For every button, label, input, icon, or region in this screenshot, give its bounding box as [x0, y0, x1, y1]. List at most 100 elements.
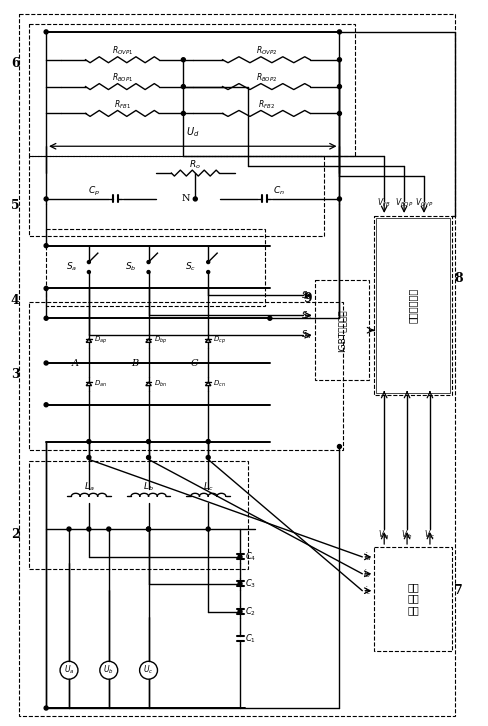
Text: $i_a$: $i_a$	[364, 550, 371, 563]
Polygon shape	[86, 382, 92, 386]
Text: $L_b$: $L_b$	[143, 480, 154, 492]
Text: $R_{BOP2}$: $R_{BOP2}$	[256, 71, 277, 84]
Circle shape	[206, 527, 210, 531]
Text: 电流
检测
单元: 电流 检测 单元	[407, 582, 419, 615]
Circle shape	[44, 706, 48, 710]
Text: $C_4$: $C_4$	[245, 550, 256, 563]
Circle shape	[182, 58, 185, 62]
Text: $D_{cn}$: $D_{cn}$	[213, 379, 226, 389]
Bar	[20, 14, 455, 716]
Text: $i_c$: $i_c$	[364, 584, 371, 597]
Circle shape	[44, 244, 48, 248]
Bar	[374, 547, 452, 651]
Circle shape	[238, 610, 242, 613]
Polygon shape	[146, 339, 151, 343]
Text: $V_{ib}$: $V_{ib}$	[401, 529, 413, 541]
Text: 2: 2	[11, 528, 20, 541]
Text: $i_b$: $i_b$	[364, 568, 371, 580]
Circle shape	[338, 58, 342, 62]
Text: $C_1$: $C_1$	[245, 632, 256, 645]
Circle shape	[206, 439, 210, 444]
Text: $V_{BOP}$: $V_{BOP}$	[395, 196, 413, 209]
Text: 8: 8	[454, 272, 463, 285]
Text: $D_{bn}$: $D_{bn}$	[154, 379, 167, 389]
Circle shape	[238, 555, 242, 559]
Circle shape	[107, 527, 111, 531]
Text: $S_a$: $S_a$	[301, 329, 312, 341]
Bar	[29, 24, 355, 156]
Text: 7: 7	[454, 584, 463, 597]
Circle shape	[146, 455, 150, 460]
Polygon shape	[205, 382, 211, 386]
Text: 单周期控制器: 单周期控制器	[408, 287, 418, 323]
Circle shape	[146, 527, 150, 531]
Text: $R_{FB1}$: $R_{FB1}$	[114, 98, 131, 111]
Text: $C_n$: $C_n$	[273, 184, 285, 197]
Text: $V_{ic}$: $V_{ic}$	[424, 529, 436, 541]
Circle shape	[87, 261, 90, 264]
Circle shape	[338, 30, 342, 34]
Circle shape	[238, 582, 242, 586]
Text: $D_{bp}$: $D_{bp}$	[154, 335, 167, 346]
Text: $U_b$: $U_b$	[103, 664, 114, 677]
Text: 4: 4	[11, 294, 20, 307]
Circle shape	[87, 271, 90, 274]
Circle shape	[338, 85, 342, 89]
Circle shape	[338, 197, 342, 201]
Circle shape	[338, 111, 342, 115]
Circle shape	[146, 527, 150, 531]
Circle shape	[44, 361, 48, 365]
Circle shape	[44, 197, 48, 201]
Text: $L_a$: $L_a$	[83, 480, 94, 492]
Circle shape	[87, 439, 91, 444]
Circle shape	[44, 30, 48, 34]
Circle shape	[268, 317, 272, 320]
Text: $C_p$: $C_p$	[88, 184, 100, 197]
Text: $R_{BOP1}$: $R_{BOP1}$	[112, 71, 133, 84]
Circle shape	[147, 271, 150, 274]
Text: $R_{OVP2}$: $R_{OVP2}$	[256, 44, 277, 57]
Text: A: A	[71, 359, 79, 367]
Circle shape	[87, 455, 91, 460]
Text: $C_3$: $C_3$	[245, 577, 256, 590]
Text: $U_d$: $U_d$	[186, 126, 200, 139]
Text: 5: 5	[11, 200, 20, 213]
Text: $S_c$: $S_c$	[301, 289, 312, 301]
Circle shape	[338, 444, 342, 449]
Circle shape	[44, 403, 48, 407]
Bar	[376, 218, 450, 393]
Text: $R_o$: $R_o$	[189, 159, 201, 171]
Bar	[29, 462, 248, 569]
Text: 3: 3	[11, 368, 20, 381]
Circle shape	[67, 527, 71, 531]
Text: N: N	[182, 195, 190, 203]
Text: B: B	[131, 359, 138, 367]
Circle shape	[206, 455, 210, 460]
Text: 9: 9	[304, 292, 312, 305]
Polygon shape	[205, 339, 211, 343]
Text: $L_c$: $L_c$	[203, 480, 213, 492]
Text: $C_2$: $C_2$	[245, 605, 256, 618]
Text: $S_b$: $S_b$	[301, 309, 312, 322]
Text: $U_a$: $U_a$	[64, 664, 74, 677]
Bar	[374, 216, 452, 395]
Text: $V_{OVP}$: $V_{OVP}$	[415, 196, 433, 209]
Circle shape	[182, 111, 185, 115]
Circle shape	[182, 85, 185, 89]
Text: $S_c$: $S_c$	[185, 261, 196, 273]
Circle shape	[207, 261, 210, 264]
Text: C: C	[190, 359, 198, 367]
Text: $D_{an}$: $D_{an}$	[94, 379, 107, 389]
Circle shape	[207, 271, 210, 274]
Bar	[29, 302, 344, 449]
Circle shape	[44, 287, 48, 290]
Polygon shape	[86, 339, 92, 343]
Text: $U_c$: $U_c$	[143, 664, 154, 677]
Text: $S_b$: $S_b$	[125, 261, 137, 273]
Circle shape	[193, 197, 197, 201]
Bar	[46, 229, 265, 306]
Text: IGBT驱动电路: IGBT驱动电路	[337, 309, 346, 351]
Circle shape	[87, 527, 91, 531]
Bar	[29, 156, 324, 236]
Text: $R_{OVP1}$: $R_{OVP1}$	[112, 44, 133, 57]
